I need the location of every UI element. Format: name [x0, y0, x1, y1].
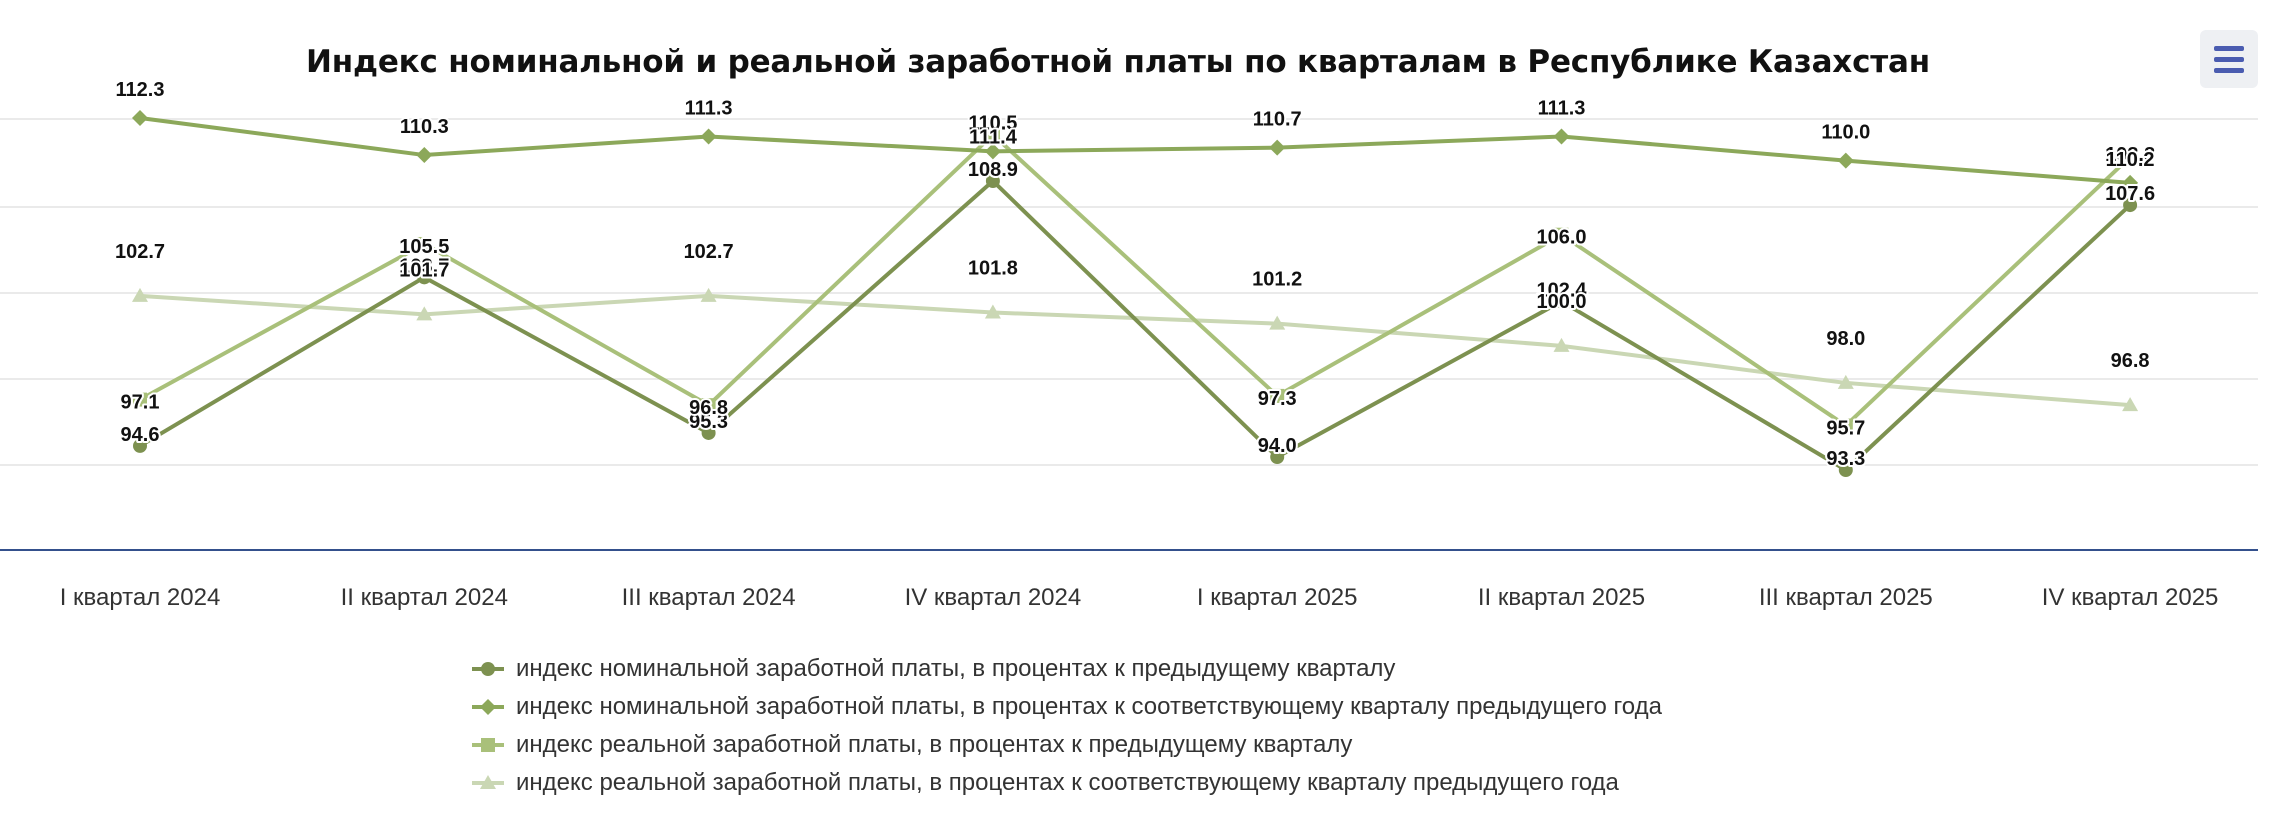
- x-tick-label: II квартал 2024: [341, 584, 508, 611]
- x-tick-label: IV квартал 2025: [2042, 584, 2219, 611]
- data-point-s1: [1554, 294, 1569, 309]
- data-label-s3: 95.7: [1826, 418, 1865, 440]
- data-label-s1: 107.6: [2105, 183, 2155, 205]
- chart-menu-button[interactable]: [2200, 30, 2258, 88]
- data-point-s3: [1270, 388, 1285, 403]
- data-label-s4: 101.8: [968, 258, 1018, 280]
- legend-symbol: [472, 662, 504, 676]
- data-point-s1: [701, 425, 716, 440]
- x-tick-label: IV квартал 2024: [905, 584, 1082, 611]
- legend-label: индекс реальной заработной платы, в проц…: [516, 731, 1353, 758]
- x-tick-label: II квартал 2025: [1478, 584, 1645, 611]
- data-label-s1: 102.4: [1536, 279, 1587, 301]
- data-label-s1: 103.7: [399, 255, 449, 277]
- data-point-s4: [1553, 337, 1570, 352]
- x-tick-label: III квартал 2024: [622, 584, 796, 611]
- legend-marker: [480, 775, 496, 789]
- data-label-s4: 102.7: [115, 241, 165, 263]
- data-point-s3: [417, 236, 432, 251]
- data-label-s2: 112.3: [116, 79, 165, 101]
- data-label-s4: 101.7: [399, 259, 449, 281]
- data-point-s4: [2122, 397, 2139, 412]
- legend-marker: [480, 699, 496, 715]
- data-point-s3: [2123, 149, 2138, 164]
- legend-marker: [481, 738, 495, 752]
- legend: индекс номинальной заработной платы, в п…: [470, 650, 1662, 802]
- legend-marker: [481, 662, 495, 676]
- hamburger-menu-icon-bar: [2214, 57, 2244, 62]
- data-point-s3: [701, 398, 716, 413]
- data-label-s2: 111.3: [1538, 98, 1586, 120]
- data-point-s1: [417, 270, 432, 285]
- data-label-s2: 108.8: [2105, 144, 2155, 166]
- data-point-s2: [700, 128, 717, 145]
- legend-label: индекс номинальной заработной платы, в п…: [516, 655, 1396, 682]
- data-label-s4: 96.8: [2111, 350, 2150, 372]
- hamburger-menu-icon: [2214, 46, 2244, 51]
- data-point-s3: [1838, 418, 1853, 433]
- x-tick-label: III квартал 2025: [1759, 584, 1933, 611]
- chart-title: Индекс номинальной и реальной заработной…: [306, 44, 1930, 80]
- series-line-1: [138, 178, 2132, 472]
- data-point-s4: [1269, 315, 1286, 330]
- data-label-s1: 93.3: [1826, 448, 1865, 470]
- data-label-s3: 105.5: [399, 236, 449, 258]
- data-label-s4: 100.0: [1536, 291, 1586, 313]
- series-line-3: [139, 132, 2132, 428]
- data-label-s1: 94.6: [121, 424, 160, 446]
- data-point-s1: [1838, 463, 1853, 477]
- data-label-s3: 97.3: [1258, 388, 1297, 410]
- data-point-s3: [985, 127, 1000, 142]
- data-point-s2: [1269, 139, 1286, 156]
- data-label-s3: 111.4: [969, 127, 1018, 149]
- data-label-s2: 110.5: [968, 112, 1017, 134]
- legend-label: индекс номинальной заработной платы, в п…: [516, 693, 1662, 720]
- data-label-s4: 101.2: [1252, 269, 1302, 291]
- legend-item[interactable]: индекс реальной заработной платы, в проц…: [470, 764, 1662, 802]
- data-point-s4: [1837, 374, 1854, 389]
- legend-item[interactable]: индекс номинальной заработной платы, в п…: [470, 688, 1662, 726]
- data-point-s1: [1270, 450, 1285, 465]
- data-label-s3: 96.8: [689, 397, 728, 419]
- data-point-s4: [700, 287, 717, 302]
- data-label-s4: 102.7: [684, 241, 734, 263]
- data-label-s4: 98.0: [1826, 328, 1865, 350]
- data-point-s2: [2122, 174, 2139, 191]
- data-point-s4: [416, 306, 433, 321]
- data-label-s1: 95.3: [689, 411, 728, 433]
- data-point-s4: [132, 287, 148, 302]
- legend-item[interactable]: индекс номинальной заработной платы, в п…: [470, 650, 1662, 688]
- data-label-s1: 108.9: [968, 159, 1018, 181]
- data-point-s3: [133, 392, 147, 407]
- legend-symbol: [472, 699, 504, 715]
- data-label-s3: 106.0: [1536, 227, 1586, 249]
- data-label-s2: 111.3: [685, 98, 733, 120]
- legend-item[interactable]: индекс реальной заработной платы, в проц…: [470, 726, 1662, 764]
- data-label-s1: 94.0: [1258, 435, 1297, 457]
- data-label-s2: 110.0: [1821, 122, 1870, 144]
- data-point-s2: [416, 147, 433, 164]
- legend-label: индекс реальной заработной платы, в проц…: [516, 769, 1619, 796]
- hamburger-menu-icon-bar: [2214, 68, 2244, 73]
- series-line-2: [139, 116, 2131, 185]
- data-point-s4: [984, 304, 1001, 319]
- data-label-s2: 110.7: [1253, 109, 1302, 131]
- x-tick-label: I квартал 2025: [1197, 584, 1358, 611]
- data-point-s1: [985, 173, 1000, 188]
- data-label-s3: 97.1: [121, 392, 160, 414]
- data-point-s2: [1553, 128, 1570, 145]
- data-point-s2: [984, 143, 1001, 160]
- data-point-s2: [1837, 152, 1854, 169]
- data-label-s3: 110.2: [2106, 149, 2155, 171]
- data-point-s1: [2123, 198, 2138, 213]
- series-line-4: [139, 293, 2131, 408]
- data-point-s3: [1554, 227, 1569, 242]
- legend-symbol: [472, 738, 504, 752]
- data-point-s1: [133, 438, 147, 453]
- legend-symbol: [472, 775, 504, 789]
- x-tick-label: I квартал 2024: [60, 584, 221, 611]
- data-label-s2: 110.3: [400, 116, 449, 138]
- data-point-s2: [132, 110, 148, 126]
